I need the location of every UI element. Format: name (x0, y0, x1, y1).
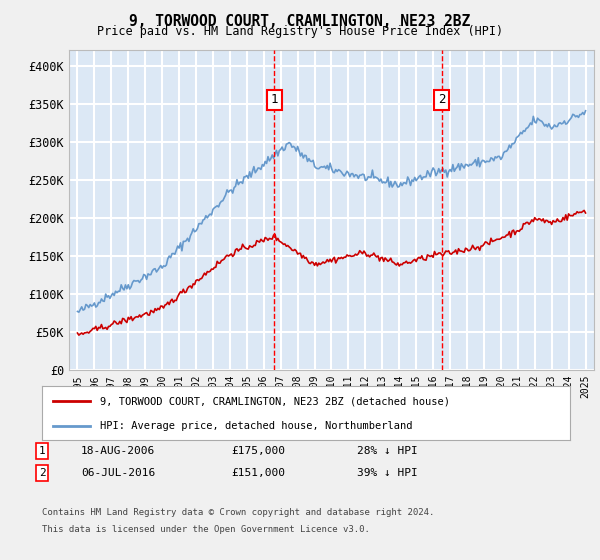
Text: 2: 2 (38, 468, 46, 478)
Text: 06-JUL-2016: 06-JUL-2016 (81, 468, 155, 478)
Text: £151,000: £151,000 (231, 468, 285, 478)
Text: 9, TORWOOD COURT, CRAMLINGTON, NE23 2BZ: 9, TORWOOD COURT, CRAMLINGTON, NE23 2BZ (130, 14, 470, 29)
Text: This data is licensed under the Open Government Licence v3.0.: This data is licensed under the Open Gov… (42, 525, 370, 534)
Text: Contains HM Land Registry data © Crown copyright and database right 2024.: Contains HM Land Registry data © Crown c… (42, 508, 434, 517)
Text: Price paid vs. HM Land Registry's House Price Index (HPI): Price paid vs. HM Land Registry's House … (97, 25, 503, 38)
Text: 39% ↓ HPI: 39% ↓ HPI (357, 468, 418, 478)
Text: HPI: Average price, detached house, Northumberland: HPI: Average price, detached house, Nort… (100, 421, 413, 431)
Text: £175,000: £175,000 (231, 446, 285, 456)
Text: 2: 2 (438, 94, 445, 106)
Text: 28% ↓ HPI: 28% ↓ HPI (357, 446, 418, 456)
Text: 18-AUG-2006: 18-AUG-2006 (81, 446, 155, 456)
Text: 1: 1 (38, 446, 46, 456)
Text: 1: 1 (271, 94, 278, 106)
Text: 9, TORWOOD COURT, CRAMLINGTON, NE23 2BZ (detached house): 9, TORWOOD COURT, CRAMLINGTON, NE23 2BZ … (100, 396, 450, 407)
